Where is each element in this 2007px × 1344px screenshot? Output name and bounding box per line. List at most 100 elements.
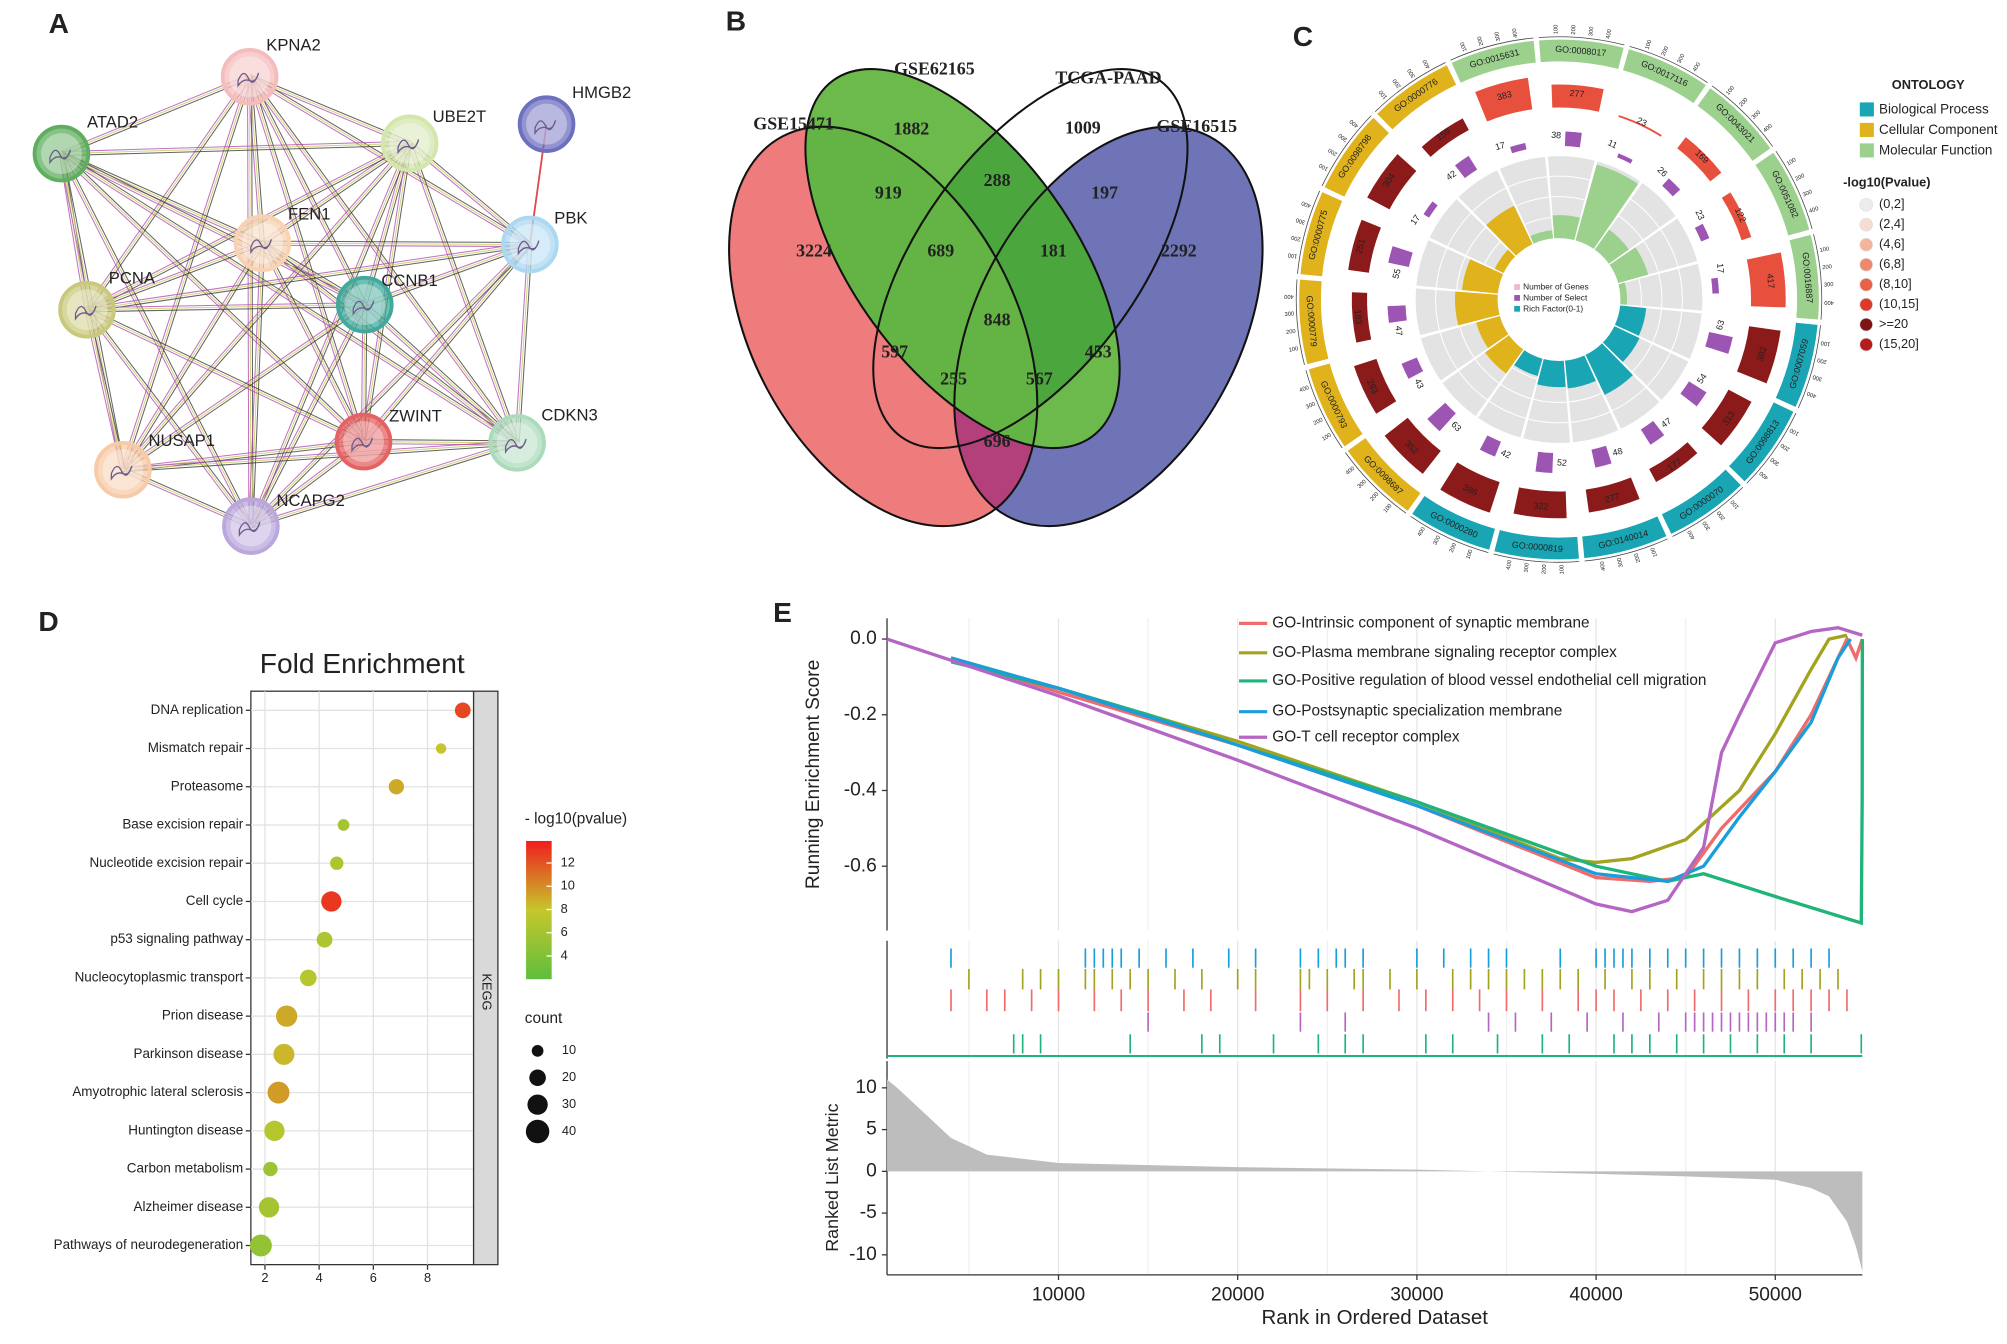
size-label: 40 [562,1123,576,1138]
rich-grid [1484,241,1501,265]
y-tick-label: Prion disease [162,1008,243,1023]
node-label: CCNB1 [381,271,437,290]
select-bar [1640,420,1665,445]
set-outline [872,68,1189,450]
edge [364,245,532,444]
y-tick-label: Mismatch repair [148,740,244,755]
y-tick-label: Pathways of neurodegeneration [54,1237,244,1252]
node-label: UBE2T [433,107,487,126]
y-tick-label: -0.4 [844,780,877,801]
edge [60,154,365,307]
legend-label: GO-Positive regulation of blood vessel e… [1272,672,1706,689]
scale-tick-label: 400 [1606,29,1614,40]
legend-title: - log10(pvalue) [525,810,627,827]
legend-label: (4,6] [1879,236,1905,251]
edge [85,311,363,444]
edge [87,304,365,311]
legend-key [1859,277,1873,292]
size-key [531,1045,544,1057]
scale-arc [1538,36,1625,46]
gene-bar [1701,389,1752,446]
gene-bar [1551,84,1604,112]
scale-tick-label: 200 [1327,146,1338,156]
select-count: 54 [1695,372,1709,386]
scale-tick-label: 100 [1288,346,1299,354]
x-tick-label: 50000 [1749,1284,1802,1305]
dot [263,1161,278,1177]
select-count: 63 [1449,419,1463,433]
scale-tick-label: 400 [1301,199,1312,208]
edge [249,242,529,525]
dot [249,1234,272,1257]
edge [364,243,531,306]
edge [62,151,264,242]
scale-tick-label: 400 [1299,385,1310,394]
edge [363,244,531,442]
ontology-band [1539,39,1624,69]
ontology-band [1661,469,1741,534]
rich-grid [1512,367,1537,380]
node [32,124,91,183]
scale-tick-label: 400 [1808,206,1819,215]
scale-tick-label: 300 [1824,282,1834,289]
legend-label: GO-T cell receptor complex [1272,728,1460,745]
node-inner [230,505,272,547]
legend-label: (6,8] [1879,256,1905,271]
scale-tick-label: 400 [1506,560,1514,571]
ontology-band [1755,152,1810,236]
rich-grid [1632,343,1653,372]
y-axis-title: Ranked List Metric [822,1103,842,1251]
y-tick-label: Parkinson disease [134,1046,244,1061]
region-count: 696 [984,431,1011,451]
size-key [527,1094,548,1115]
node [334,412,393,471]
rich-grid [1465,227,1486,256]
ontology-band [1347,438,1421,511]
rich-grid [1551,196,1585,201]
scale-tick-label: 100 [1287,251,1297,258]
sector-id: GO:0008017 [1555,44,1607,58]
scale-tick-label: 300 [1677,53,1687,64]
node-label: PBK [554,208,587,227]
y-axis-title: Running Enrichment Score [803,660,824,889]
select-bar [1479,435,1501,457]
edge [123,305,367,472]
gene-bar [1440,462,1500,513]
select-count: 17 [1715,263,1726,274]
scale-tick-label: 400 [1763,123,1774,134]
ontology-band [1300,192,1343,277]
protein-icon [238,522,261,538]
edge [86,309,364,443]
scale-tick-label: 100 [1789,427,1800,437]
x-tick-label: 6 [370,1270,377,1285]
region-count: 567 [1026,368,1053,388]
edge [361,242,529,441]
legend-label: (8,10] [1879,276,1912,291]
ontology-band [1451,40,1536,83]
select-bar [1423,201,1438,218]
protein-icon [49,149,72,165]
gene-count: 251 [1354,238,1368,255]
edge [84,75,249,309]
y-tick-label: Nucleocytoplasmic transport [75,969,244,984]
dot [454,702,471,719]
rich-grid [1474,359,1500,384]
region-count: 453 [1085,341,1112,361]
scale-tick-label: 400 [1422,58,1432,69]
edge [87,245,531,313]
node [220,48,279,106]
edge [62,151,519,442]
ontology-band [1377,65,1457,130]
legend-label: (0,2] [1879,196,1905,211]
protein-icon [534,120,557,136]
scale-tick-label: 200 [1780,442,1791,452]
edge [249,76,365,442]
rich-bar [1494,249,1516,273]
gene-count: 322 [1533,500,1549,511]
protein-icon [250,239,272,255]
legend-label: GO-Postsynaptic specialization membrane [1272,703,1562,720]
dot [337,819,350,831]
scale-tick-label: 200 [1449,543,1458,554]
edge [86,76,251,311]
select-bar [1535,451,1554,473]
